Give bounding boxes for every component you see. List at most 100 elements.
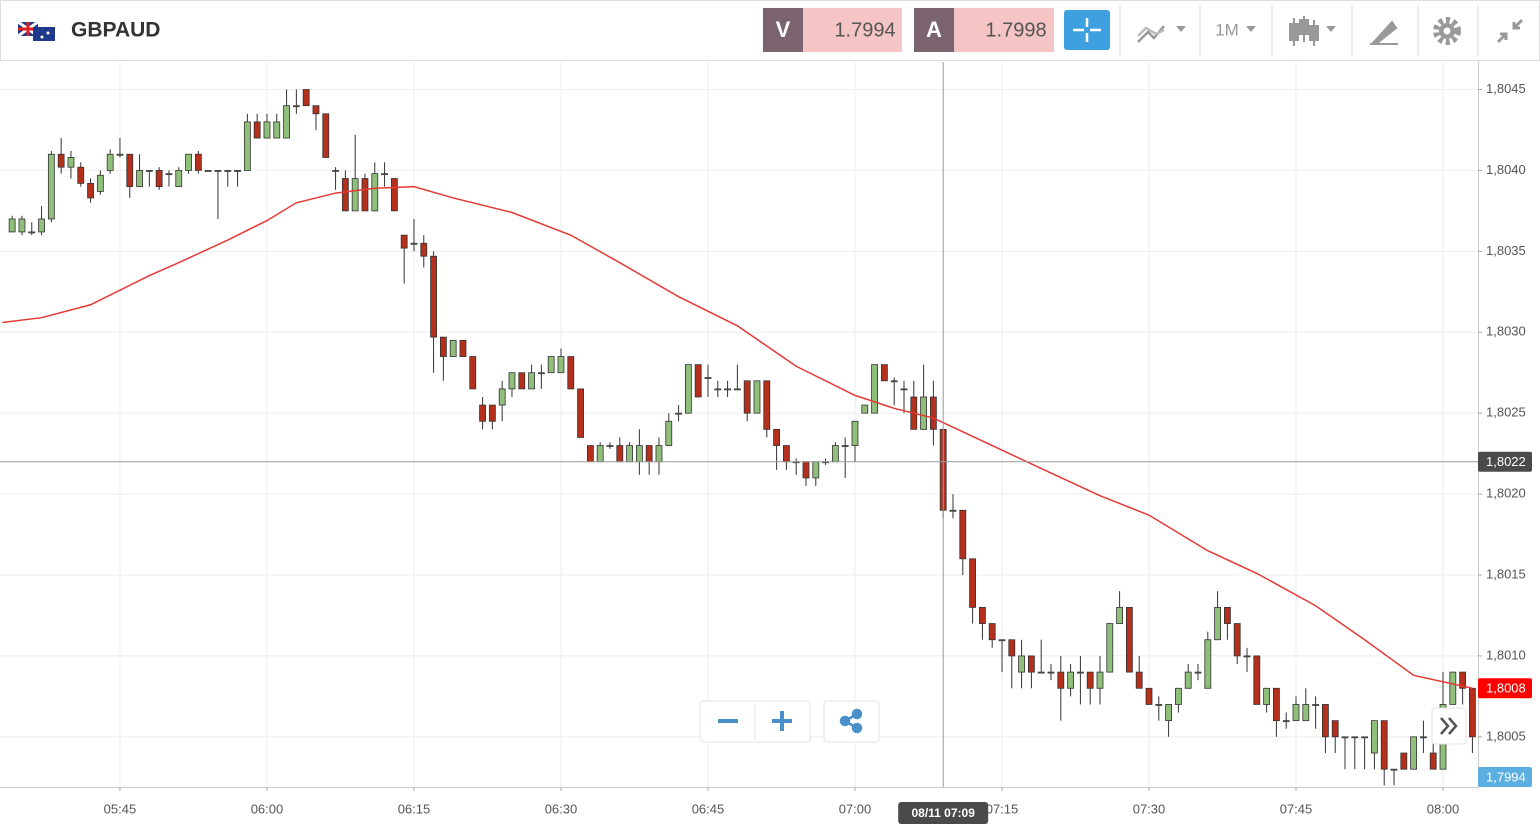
- candle-body: [871, 364, 878, 414]
- candle-body: [57, 153, 65, 168]
- timeframe[interactable]: 1M: [1215, 20, 1239, 39]
- candle-body: [136, 170, 143, 188]
- y-tick-label: 1,8010: [1486, 647, 1526, 662]
- candle-body: [175, 170, 183, 188]
- collapse-icon[interactable]: [1496, 18, 1524, 44]
- ask-price-box[interactable]: [954, 8, 1054, 52]
- candle-body: [1125, 606, 1133, 673]
- candle-body: [1322, 704, 1329, 738]
- candle-body: [773, 428, 780, 446]
- candle-body: [165, 173, 173, 176]
- settings-icon[interactable]: [1433, 17, 1461, 45]
- bid-button[interactable]: [763, 8, 803, 52]
- candle-body: [537, 372, 545, 375]
- share-icon[interactable]: [839, 708, 863, 734]
- chart-type-icon[interactable]: [1137, 25, 1165, 43]
- candle-body: [626, 445, 633, 463]
- moving-average: [2, 185, 1473, 690]
- candle-body: [1282, 720, 1290, 723]
- candle-body: [1263, 687, 1271, 705]
- candle-body: [1027, 655, 1035, 673]
- candle-body: [861, 404, 869, 414]
- x-tick-label: 06:30: [545, 801, 578, 816]
- candle-body: [1361, 736, 1369, 739]
- crosshair-button[interactable]: [1064, 10, 1110, 50]
- candle-icon[interactable]: [1289, 16, 1319, 46]
- candle-body: [929, 396, 937, 430]
- draw-icon[interactable]: [1369, 20, 1398, 45]
- candle-body: [567, 356, 575, 390]
- candle-body: [969, 558, 976, 608]
- x-tick-label: 07:45: [1280, 801, 1313, 816]
- candle-body: [1400, 752, 1408, 770]
- candle-body: [116, 153, 124, 156]
- candle-body: [1312, 704, 1320, 706]
- overlay: 08/11 07:09 1,8022 1,8008 1,7994: [0, 62, 1532, 824]
- candle-body: [1253, 655, 1261, 705]
- x-tick-label: 07:15: [986, 801, 1019, 816]
- candle-body: [361, 178, 369, 212]
- x-tick-label: 08:00: [1427, 801, 1460, 816]
- candle-body: [1331, 720, 1339, 738]
- symbol: GBPAUD: [71, 19, 160, 42]
- candle-body: [1018, 655, 1025, 673]
- candle-body: [1351, 736, 1359, 739]
- candle-body: [1204, 639, 1212, 689]
- ask-price: 1.7998: [985, 19, 1046, 41]
- bid-price-box[interactable]: [803, 8, 902, 52]
- candle-body: [292, 105, 300, 108]
- candle-body: [243, 121, 251, 171]
- candle-body: [890, 380, 898, 383]
- candle-body: [586, 445, 594, 463]
- dropdown-arrow: [1246, 26, 1256, 32]
- candle-body: [488, 404, 496, 422]
- candle-body: [1214, 606, 1222, 641]
- candle-body: [831, 445, 839, 463]
- candle-body: [978, 606, 986, 624]
- share-box: [823, 700, 880, 743]
- candle-body: [1096, 671, 1104, 689]
- candle-body: [704, 377, 712, 379]
- candle-body: [1302, 704, 1310, 722]
- x-tick-label: 06:15: [398, 801, 431, 816]
- candle-body: [96, 174, 104, 192]
- y-tick-label: 1,8015: [1486, 566, 1526, 581]
- candle-body: [557, 356, 565, 374]
- candle-body: [900, 388, 908, 391]
- candle-body: [694, 364, 702, 398]
- candle-body: [1449, 671, 1457, 705]
- ask-button[interactable]: [914, 8, 954, 52]
- price-marker: [1478, 767, 1532, 787]
- candle-body: [655, 445, 663, 463]
- zoom-controls: [699, 700, 880, 743]
- bid-price: 1.7994: [834, 19, 895, 41]
- candle-body: [1459, 671, 1467, 689]
- candle-body: [782, 445, 790, 463]
- candle-body: [802, 461, 810, 479]
- candle-body: [724, 388, 731, 391]
- candle-body: [351, 178, 359, 212]
- candle-body: [18, 218, 26, 233]
- candle-body: [1165, 704, 1173, 722]
- candle-body: [1008, 639, 1016, 657]
- zoom-in[interactable]: [772, 711, 792, 731]
- candle-body: [341, 178, 349, 212]
- toolbar-dividers: [1119, 5, 1479, 56]
- candle-body: [763, 380, 771, 430]
- candle-body: [1106, 623, 1114, 673]
- crosshair-y-box: [1478, 451, 1532, 472]
- candle-body: [77, 166, 85, 184]
- y-tick-label: 1,8040: [1486, 162, 1526, 177]
- candle-body: [1390, 768, 1398, 771]
- candle-body: [635, 445, 643, 463]
- candle-body: [1057, 671, 1065, 689]
- candle-body: [616, 445, 624, 463]
- zoom-out[interactable]: [718, 719, 738, 723]
- candle-body: [998, 639, 1006, 642]
- candle-body: [743, 380, 751, 414]
- candle-body: [508, 372, 516, 390]
- candle-body: [459, 339, 467, 357]
- candle-body: [214, 170, 222, 172]
- candle-body: [449, 339, 457, 357]
- price-marker-label: 1,8008: [1486, 681, 1526, 696]
